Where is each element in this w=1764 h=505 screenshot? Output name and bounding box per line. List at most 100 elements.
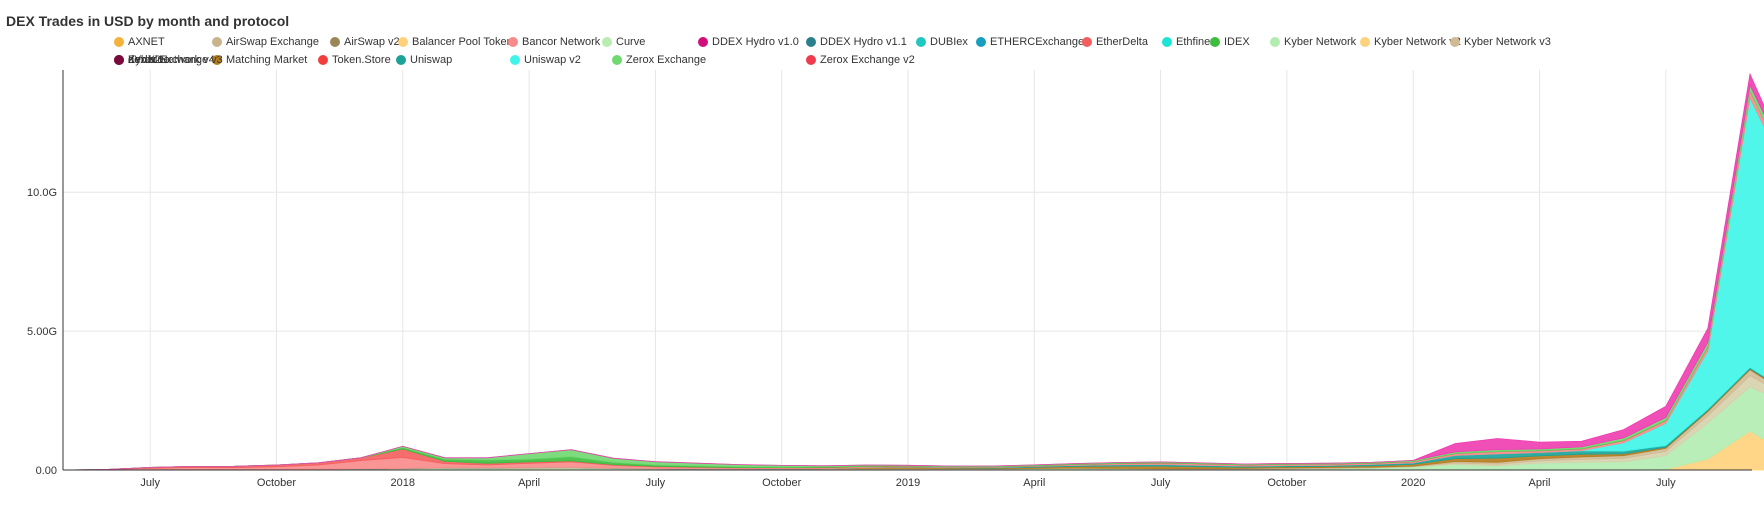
legend-label: Bancor Network [522, 36, 601, 48]
legend-row-1: AXNET AirSwap Exchange AirSwap v2 Balancer … [114, 36, 1754, 54]
legend-swatch [1360, 37, 1370, 47]
legend-item-bancor-network[interactable]: Bancor Network [508, 36, 600, 48]
legend: AXNET AirSwap Exchange AirSwap v2 Balancer … [114, 36, 1754, 72]
legend-label: Uniswap [410, 54, 453, 66]
y-tick-label: 5.00G [27, 326, 57, 338]
legend-label: AirSwap Exchange [226, 36, 319, 48]
legend-label: Kyber Network v4 [128, 54, 215, 66]
legend-item-airswap-exchange[interactable]: AirSwap Exchange [212, 36, 319, 48]
legend-item-token-store[interactable]: Token.Store [318, 54, 391, 66]
legend-swatch [1082, 37, 1092, 47]
legend-label: DUBIex [930, 36, 968, 48]
series-areas [65, 72, 1764, 471]
legend-item-matching-market[interactable]: Matching Market [212, 54, 307, 66]
legend-swatch [698, 37, 708, 47]
legend-swatch [806, 55, 816, 65]
x-tick-label: April [1023, 477, 1045, 489]
legend-label: AirSwap v2 [344, 36, 400, 48]
legend-label: AXNET [128, 36, 165, 48]
legend-label: Zerox Exchange v2 [820, 54, 915, 66]
legend-item-dubiex[interactable]: DUBIex [916, 36, 968, 48]
legend-label: Uniswap v2 [524, 54, 581, 66]
legend-item-ddex-hydro-v1-1[interactable]: DDEX Hydro v1.1 [806, 36, 907, 48]
area-series-etherdelta[interactable] [65, 89, 1764, 471]
legend-swatch [916, 37, 926, 47]
legend-swatch [976, 37, 986, 47]
grid [63, 70, 1752, 471]
legend-label: IDEX [1224, 36, 1250, 48]
axes: July October 2018 April July October 2019 April… [27, 70, 1752, 489]
legend-swatch [212, 37, 222, 47]
legend-label: Zerox Exchange v3 [128, 54, 223, 66]
legend-swatch [398, 37, 408, 47]
legend-label: dYdX2 [128, 54, 162, 66]
legend-label: Balancer Pool Token [412, 36, 513, 48]
legend-row-2: Kyber Network v4 Matching Market Token.Sto… [114, 54, 1754, 72]
legend-swatch [510, 55, 520, 65]
x-tick-label: April [1528, 477, 1550, 489]
legend-label: EtherDelta [1096, 36, 1148, 48]
legend-swatch [396, 55, 406, 65]
y-tick-label: 10.0G [27, 187, 57, 199]
legend-item-uniswap-v2[interactable]: Uniswap v2 [510, 54, 581, 66]
legend-item-idex[interactable]: IDEX [1210, 36, 1250, 48]
legend-item-kyber-network[interactable]: Kyber Network [1270, 36, 1356, 48]
x-tick-label: October [762, 477, 801, 489]
legend-swatch [330, 37, 340, 47]
legend-swatch [602, 37, 612, 47]
x-tick-label: 2020 [1401, 477, 1425, 489]
area-series-uniswap[interactable] [66, 366, 1764, 471]
legend-label: Kyber Network v2 [1374, 36, 1461, 48]
y-tick-label: 0.00 [36, 465, 57, 477]
legend-label: dex.blue [128, 54, 170, 66]
legend-swatch [1450, 37, 1460, 47]
legend-swatch [612, 55, 622, 65]
legend-swatch [212, 55, 222, 65]
legend-label: Zerox Exchange [626, 54, 707, 66]
legend-label: Curve [616, 36, 646, 48]
x-tick-label: July [140, 477, 160, 489]
area-series-bancor-network[interactable] [65, 89, 1764, 471]
legend-swatch [114, 37, 124, 47]
legend-swatch [1210, 37, 1220, 47]
legend-swatch [1270, 37, 1280, 47]
legend-swatch [318, 55, 328, 65]
area-series-idex[interactable] [65, 89, 1764, 471]
legend-item-balancer-pool-token[interactable]: Balancer Pool Token [398, 36, 513, 48]
legend-item-airswap-v2[interactable]: AirSwap v2 [330, 36, 400, 48]
x-tick-label: October [1267, 477, 1306, 489]
area-series-uniswap-v2[interactable] [66, 96, 1764, 471]
legend-label: Kyber Network v3 [1464, 36, 1551, 48]
legend-label: Ethfinex [1176, 36, 1216, 48]
area-series-zerox-exchange[interactable] [65, 83, 1764, 471]
chart-title: DEX Trades in USD by month and protocol [6, 13, 290, 29]
legend-item-kyber-network-v3[interactable]: Kyber Network v3 [1450, 36, 1551, 48]
legend-item-ethfinex[interactable]: Ethfinex [1162, 36, 1216, 48]
legend-label: DDEX Hydro v1.1 [820, 36, 907, 48]
x-tick-label: 2018 [391, 477, 415, 489]
x-tick-label: 2019 [896, 477, 920, 489]
legend-swatch [806, 37, 816, 47]
legend-swatch [508, 37, 518, 47]
legend-item-ethercexchange[interactable]: ETHERCExchange [976, 36, 1084, 48]
legend-label: DDEX Hydro v1.0 [712, 36, 799, 48]
x-tick-label: July [1656, 477, 1676, 489]
legend-item-axnet[interactable]: AXNET [114, 36, 165, 48]
legend-item-etherdelta[interactable]: EtherDelta [1082, 36, 1148, 48]
x-tick-label: April [518, 477, 540, 489]
legend-item-kyber-network-v2[interactable]: Kyber Network v2 [1360, 36, 1461, 48]
legend-item-dex-blue[interactable]: dex.blue [114, 54, 170, 66]
legend-label: Token.Store [332, 54, 391, 66]
legend-item-uniswap[interactable]: Uniswap [396, 54, 452, 66]
area-series-dydx2[interactable] [65, 72, 1764, 471]
legend-item-zerox-exchange[interactable]: Zerox Exchange [612, 54, 706, 66]
legend-item-curve[interactable]: Curve [602, 36, 645, 48]
x-tick-label: October [257, 477, 296, 489]
legend-swatch [114, 55, 124, 65]
x-tick-label: July [646, 477, 666, 489]
x-tick-label: July [1151, 477, 1171, 489]
legend-item-ddex-hydro-v1-0[interactable]: DDEX Hydro v1.0 [698, 36, 799, 48]
legend-item-zerox-exchange-v2[interactable]: Zerox Exchange v2 [806, 54, 915, 66]
legend-label: ETHERCExchange [990, 36, 1085, 48]
